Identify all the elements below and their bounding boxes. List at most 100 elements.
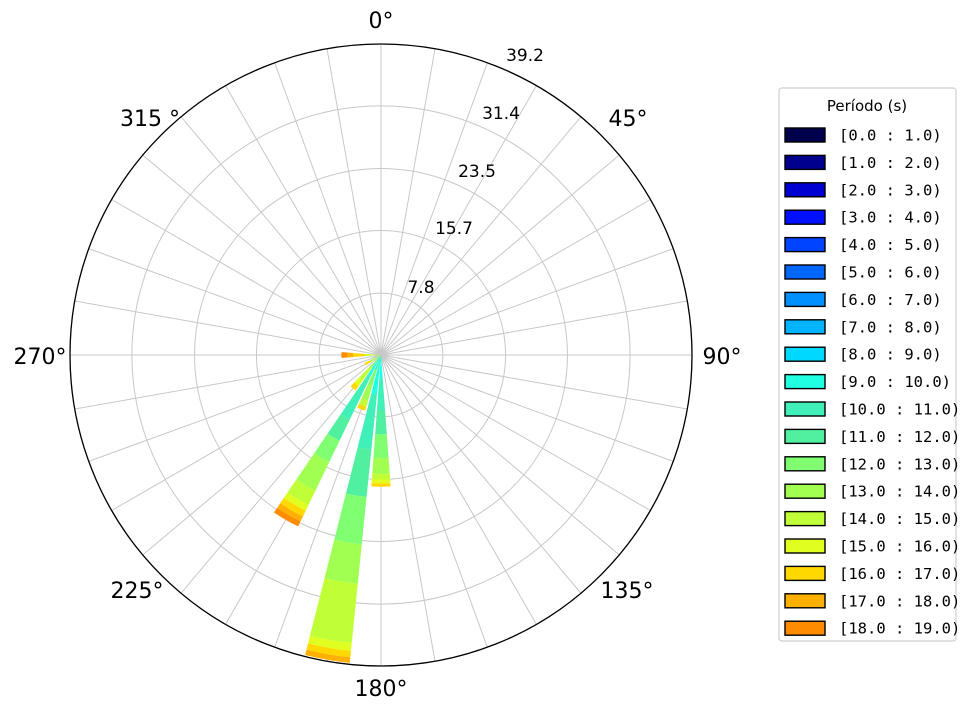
- rose-bar-segment: [354, 377, 363, 386]
- legend-entry-label: [9.0 : 10.0): [839, 373, 951, 391]
- legend-swatch: [784, 182, 826, 198]
- angular-gridline: [380, 354, 651, 511]
- radial-tick-label: 39.2: [506, 46, 544, 66]
- legend-entry-label: [15.0 : 16.0): [839, 538, 960, 556]
- polar-grid: [69, 43, 693, 667]
- rose-bar-segment: [296, 453, 330, 491]
- legend-swatch: [784, 373, 826, 390]
- angular-gridline: [111, 199, 382, 356]
- rose-bar-segment: [273, 507, 301, 527]
- legend-entry-label: [4.0 : 5.0): [839, 236, 942, 254]
- legend-swatch: [784, 236, 826, 253]
- angular-gridline: [74, 354, 382, 410]
- legend-entry-label: [6.0 : 7.0): [839, 291, 942, 309]
- angular-gridline: [380, 85, 537, 356]
- angular-gridline: [380, 300, 688, 356]
- rose-bar-segment: [371, 355, 381, 395]
- angular-gridline: [380, 354, 620, 556]
- legend-entry-label: [14.0 : 15.0): [839, 510, 960, 528]
- legend-title: Período (s): [827, 97, 907, 115]
- rose-bar-segment: [341, 352, 348, 358]
- angular-gridline: [225, 85, 382, 356]
- rose-bars: [273, 352, 391, 663]
- angular-gridline: [380, 354, 488, 648]
- legend-entry-label: [13.0 : 14.0): [839, 483, 960, 501]
- angular-gridline: [88, 354, 382, 462]
- legend-swatch: [784, 428, 826, 445]
- rose-bar-segment: [353, 352, 366, 358]
- legend-swatch: [784, 565, 826, 582]
- angular-gridline: [111, 354, 382, 511]
- axis-labels: 0° 45° 90° 135° 180° 225° 270° 315 ° 7.8 15.7 23.5…: [14, 9, 742, 702]
- legend-swatch: [784, 291, 826, 308]
- legend-swatch: [784, 401, 826, 417]
- rose-bar-segment: [308, 635, 352, 651]
- angular-gridline: [380, 48, 436, 356]
- legend: Período (s) [0.0 : 1.0) [1.0 : 2.0) [2.0 : …: [778, 87, 960, 642]
- legend-entry-label: [17.0 : 18.0): [839, 592, 960, 610]
- legend-swatch: [784, 483, 826, 499]
- angular-gridline: [380, 354, 688, 410]
- rose-bar-segment: [345, 447, 372, 498]
- legend-entry-label: [7.0 : 8.0): [839, 318, 942, 336]
- rose-bar-segment: [379, 355, 383, 379]
- radial-tick-label: 31.4: [482, 104, 520, 124]
- rose-bar-segment: [347, 352, 354, 358]
- angular-gridline: [380, 116, 582, 356]
- radial-tick-label: 23.5: [458, 162, 496, 182]
- direction-label: 0°: [369, 9, 394, 34]
- angular-gridline: [380, 248, 674, 356]
- legend-swatch: [784, 593, 826, 609]
- angular-gridline: [380, 354, 674, 462]
- legend-entry-label: [8.0 : 9.0): [839, 346, 942, 364]
- direction-label: 90°: [703, 345, 742, 370]
- rose-bar-segment: [309, 578, 358, 644]
- rose-bar-segment: [277, 503, 303, 522]
- legend-swatch: [784, 538, 826, 554]
- direction-label: 45°: [609, 107, 648, 132]
- direction-label: 315 °: [120, 107, 180, 132]
- angular-gridline: [380, 62, 488, 356]
- legend-swatch: [784, 209, 826, 225]
- rose-bar-segment: [369, 355, 381, 368]
- legend-swatch: [784, 510, 826, 527]
- direction-label: 225°: [111, 579, 164, 604]
- legend-entry-label: [1.0 : 2.0): [839, 154, 942, 172]
- rose-bar-segment: [327, 414, 350, 441]
- rose-bar-segment: [376, 378, 386, 411]
- rose-bar-segment: [283, 492, 309, 511]
- rose-bar-segment: [370, 355, 381, 362]
- legend-swatch: [784, 127, 826, 143]
- rose-bar-segment: [358, 398, 369, 407]
- legend-swatch: [784, 154, 826, 171]
- legend-entry-label: [3.0 : 4.0): [839, 209, 942, 227]
- angular-gridline: [380, 354, 537, 625]
- legend-swatch: [784, 456, 826, 472]
- rose-bar-segment: [374, 355, 381, 371]
- rose-bar-segment: [373, 434, 389, 459]
- rose-bar-segment: [357, 404, 367, 411]
- rose-bar-segment: [350, 382, 359, 391]
- direction-label: 135°: [601, 579, 654, 604]
- rose-bar-segment: [367, 369, 377, 386]
- rose-bar-segment: [287, 479, 316, 505]
- angular-gridline: [380, 199, 651, 356]
- legend-entry-label: [0.0 : 1.0): [839, 127, 942, 145]
- angular-gridline: [180, 354, 382, 594]
- angular-gridline: [180, 116, 382, 356]
- legend-entry-label: [12.0 : 13.0): [839, 455, 960, 473]
- legend-swatch: [784, 346, 826, 362]
- rose-bar-segment: [365, 353, 381, 357]
- rose-bar-segment: [340, 374, 371, 420]
- legend-box: [778, 87, 957, 642]
- radial-tick-label: 7.8: [407, 278, 434, 298]
- angular-gridline: [142, 154, 382, 356]
- legend-entry-label: [11.0 : 12.0): [839, 428, 960, 446]
- legend-swatch: [784, 620, 826, 636]
- rose-bar-segment: [280, 498, 306, 517]
- rose-bar-segment: [334, 493, 367, 545]
- legend-swatch: [784, 264, 826, 280]
- angular-gridline: [274, 62, 382, 356]
- angular-gridline: [326, 48, 382, 356]
